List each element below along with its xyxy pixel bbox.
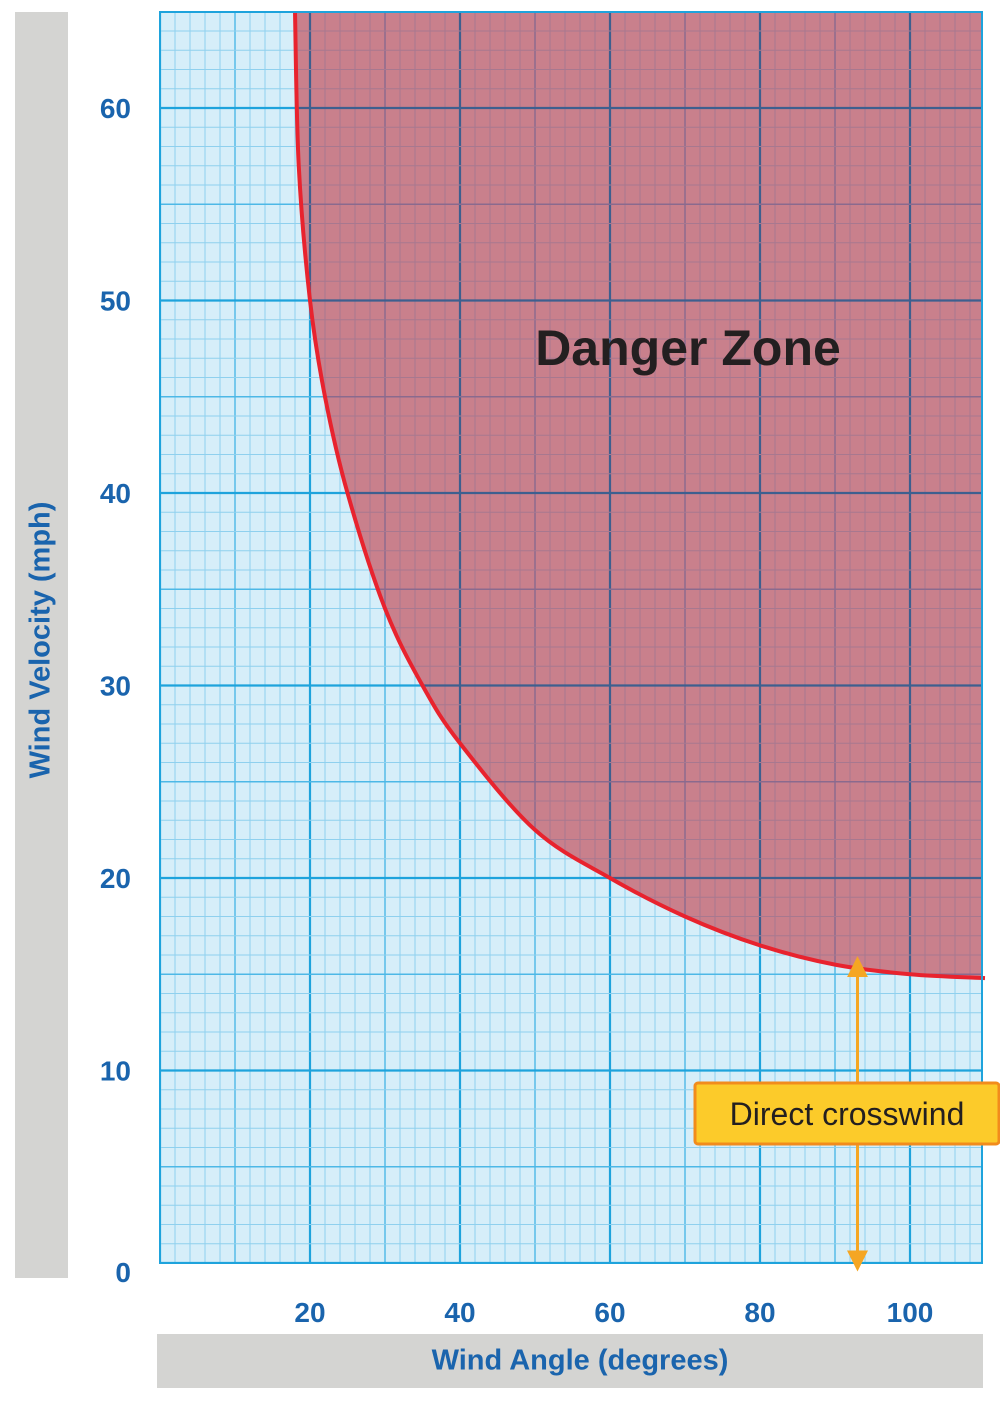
x-axis-label-band <box>157 1334 983 1388</box>
plot-border <box>159 11 983 1264</box>
x-tick-label: 40 <box>444 1297 475 1328</box>
x-tick-label: 100 <box>887 1297 934 1328</box>
x-axis-label: Wind Angle (degrees) <box>431 1344 729 1377</box>
y-tick-label: 10 <box>100 1056 131 1087</box>
y-tick-label: 60 <box>100 93 131 124</box>
y-tick-label: 50 <box>100 286 131 317</box>
y-tick-label: 0 <box>115 1257 131 1288</box>
y-tick-label: 30 <box>100 671 131 702</box>
crosswind-callout-box <box>693 1081 1000 1146</box>
danger-boundary-curve <box>293 11 986 981</box>
y-axis-label-band <box>15 12 68 1278</box>
y-tick-label: 20 <box>100 863 131 894</box>
x-tick-label: 20 <box>294 1297 325 1328</box>
x-tick-label: 80 <box>744 1297 775 1328</box>
crosswind-callout-label: Direct crosswind <box>730 1096 965 1132</box>
y-tick-label: 40 <box>100 478 131 509</box>
danger-zone-label: Danger Zone <box>535 320 841 376</box>
x-tick-label: 60 <box>594 1297 625 1328</box>
